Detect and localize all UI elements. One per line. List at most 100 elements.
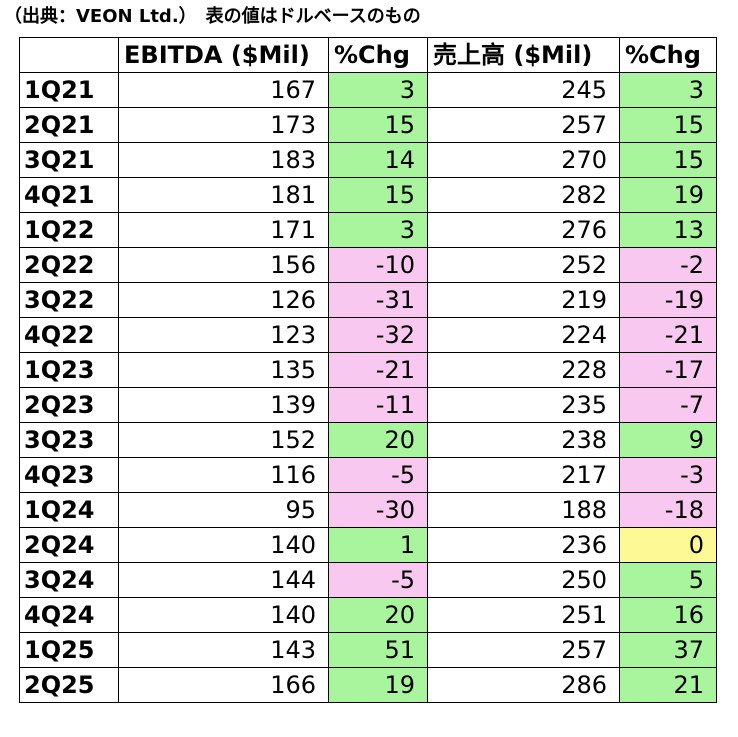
sales-cell: 236 — [427, 527, 620, 563]
table-row: 3Q24 144 -5 250 5 — [19, 562, 717, 598]
ebitda-cell: 135 — [118, 352, 329, 388]
ebitda-chg-cell: 3 — [328, 212, 428, 248]
sales-cell: 250 — [427, 562, 620, 598]
ebitda-chg-cell: 20 — [328, 422, 428, 458]
sales-cell: 257 — [427, 632, 620, 668]
ebitda-cell: 126 — [118, 282, 329, 318]
quarter-cell: 3Q24 — [19, 562, 119, 598]
sales-cell: 245 — [427, 72, 620, 108]
table-row: 3Q21 183 14 270 15 — [19, 142, 717, 178]
quarter-cell: 1Q24 — [19, 492, 119, 528]
ebitda-cell: 139 — [118, 387, 329, 423]
sales-chg-cell: -2 — [619, 247, 717, 283]
sales-cell: 257 — [427, 107, 620, 143]
ebitda-cell: 181 — [118, 177, 329, 213]
ebitda-chg-cell: 14 — [328, 142, 428, 178]
sales-cell: 219 — [427, 282, 620, 318]
header-sales: 売上高 ($Mil) — [427, 37, 620, 73]
table-row: 1Q23 135 -21 228 -17 — [19, 352, 717, 388]
table-row: 3Q22 126 -31 219 -19 — [19, 282, 717, 318]
table-row: 1Q21 167 3 245 3 — [19, 72, 717, 108]
source-caption: （出典：VEON Ltd.） 表の値はドルベースのもの — [4, 6, 421, 27]
ebitda-chg-cell: 20 — [328, 597, 428, 633]
quarter-cell: 3Q22 — [19, 282, 119, 318]
sales-cell: 282 — [427, 177, 620, 213]
ebitda-cell: 171 — [118, 212, 329, 248]
quarter-cell: 4Q24 — [19, 597, 119, 633]
table-row: 4Q24 140 20 251 16 — [19, 597, 717, 633]
ebitda-cell: 167 — [118, 72, 329, 108]
ebitda-chg-cell: -21 — [328, 352, 428, 388]
quarter-cell: 4Q23 — [19, 457, 119, 493]
sales-chg-cell: 15 — [619, 142, 717, 178]
quarter-cell: 2Q23 — [19, 387, 119, 423]
ebitda-chg-cell: 19 — [328, 667, 428, 703]
sales-chg-cell: 0 — [619, 527, 717, 563]
financial-table: EBITDA ($Mil) %Chg 売上高 ($Mil) %Chg 1Q21 1… — [19, 37, 717, 703]
sales-chg-cell: -17 — [619, 352, 717, 388]
ebitda-cell: 95 — [118, 492, 329, 528]
ebitda-chg-cell: 51 — [328, 632, 428, 668]
table-row: 4Q23 116 -5 217 -3 — [19, 457, 717, 493]
table-row: 2Q25 166 19 286 21 — [19, 667, 717, 703]
table-row: 1Q25 143 51 257 37 — [19, 632, 717, 668]
ebitda-cell: 156 — [118, 247, 329, 283]
sales-chg-cell: 16 — [619, 597, 717, 633]
ebitda-cell: 166 — [118, 667, 329, 703]
sales-chg-cell: 19 — [619, 177, 717, 213]
ebitda-cell: 144 — [118, 562, 329, 598]
ebitda-cell: 123 — [118, 317, 329, 353]
ebitda-chg-cell: -10 — [328, 247, 428, 283]
sales-chg-cell: 9 — [619, 422, 717, 458]
sales-cell: 286 — [427, 667, 620, 703]
sales-chg-cell: 37 — [619, 632, 717, 668]
sales-chg-cell: -18 — [619, 492, 717, 528]
sales-cell: 224 — [427, 317, 620, 353]
quarter-cell: 3Q21 — [19, 142, 119, 178]
table-row: 4Q22 123 -32 224 -21 — [19, 317, 717, 353]
table-row: 2Q24 140 1 236 0 — [19, 527, 717, 563]
sales-cell: 235 — [427, 387, 620, 423]
table-row: 1Q24 95 -30 188 -18 — [19, 492, 717, 528]
quarter-cell: 1Q23 — [19, 352, 119, 388]
sales-cell: 188 — [427, 492, 620, 528]
quarter-cell: 2Q24 — [19, 527, 119, 563]
table-row: 1Q22 171 3 276 13 — [19, 212, 717, 248]
sales-cell: 252 — [427, 247, 620, 283]
sales-chg-cell: -7 — [619, 387, 717, 423]
sales-cell: 238 — [427, 422, 620, 458]
sales-chg-cell: 15 — [619, 107, 717, 143]
table-row: 2Q23 139 -11 235 -7 — [19, 387, 717, 423]
quarter-cell: 3Q23 — [19, 422, 119, 458]
sales-cell: 270 — [427, 142, 620, 178]
ebitda-chg-cell: -31 — [328, 282, 428, 318]
header-ebitda-chg: %Chg — [328, 37, 428, 73]
header-row: EBITDA ($Mil) %Chg 売上高 ($Mil) %Chg — [19, 37, 717, 73]
sales-cell: 217 — [427, 457, 620, 493]
ebitda-chg-cell: 1 — [328, 527, 428, 563]
ebitda-cell: 143 — [118, 632, 329, 668]
quarter-cell: 4Q22 — [19, 317, 119, 353]
ebitda-chg-cell: 15 — [328, 177, 428, 213]
sales-chg-cell: -19 — [619, 282, 717, 318]
sales-chg-cell: 5 — [619, 562, 717, 598]
ebitda-chg-cell: 3 — [328, 72, 428, 108]
ebitda-chg-cell: -11 — [328, 387, 428, 423]
header-quarter — [19, 37, 119, 73]
sales-cell: 276 — [427, 212, 620, 248]
sales-chg-cell: 3 — [619, 72, 717, 108]
ebitda-chg-cell: 15 — [328, 107, 428, 143]
table-row: 2Q21 173 15 257 15 — [19, 107, 717, 143]
ebitda-cell: 152 — [118, 422, 329, 458]
quarter-cell: 1Q22 — [19, 212, 119, 248]
quarter-cell: 1Q21 — [19, 72, 119, 108]
quarter-cell: 2Q21 — [19, 107, 119, 143]
ebitda-cell: 140 — [118, 527, 329, 563]
table-row: 3Q23 152 20 238 9 — [19, 422, 717, 458]
quarter-cell: 1Q25 — [19, 632, 119, 668]
header-ebitda: EBITDA ($Mil) — [118, 37, 329, 73]
ebitda-cell: 173 — [118, 107, 329, 143]
quarter-cell: 2Q25 — [19, 667, 119, 703]
table-row: 2Q22 156 -10 252 -2 — [19, 247, 717, 283]
ebitda-chg-cell: -5 — [328, 562, 428, 598]
